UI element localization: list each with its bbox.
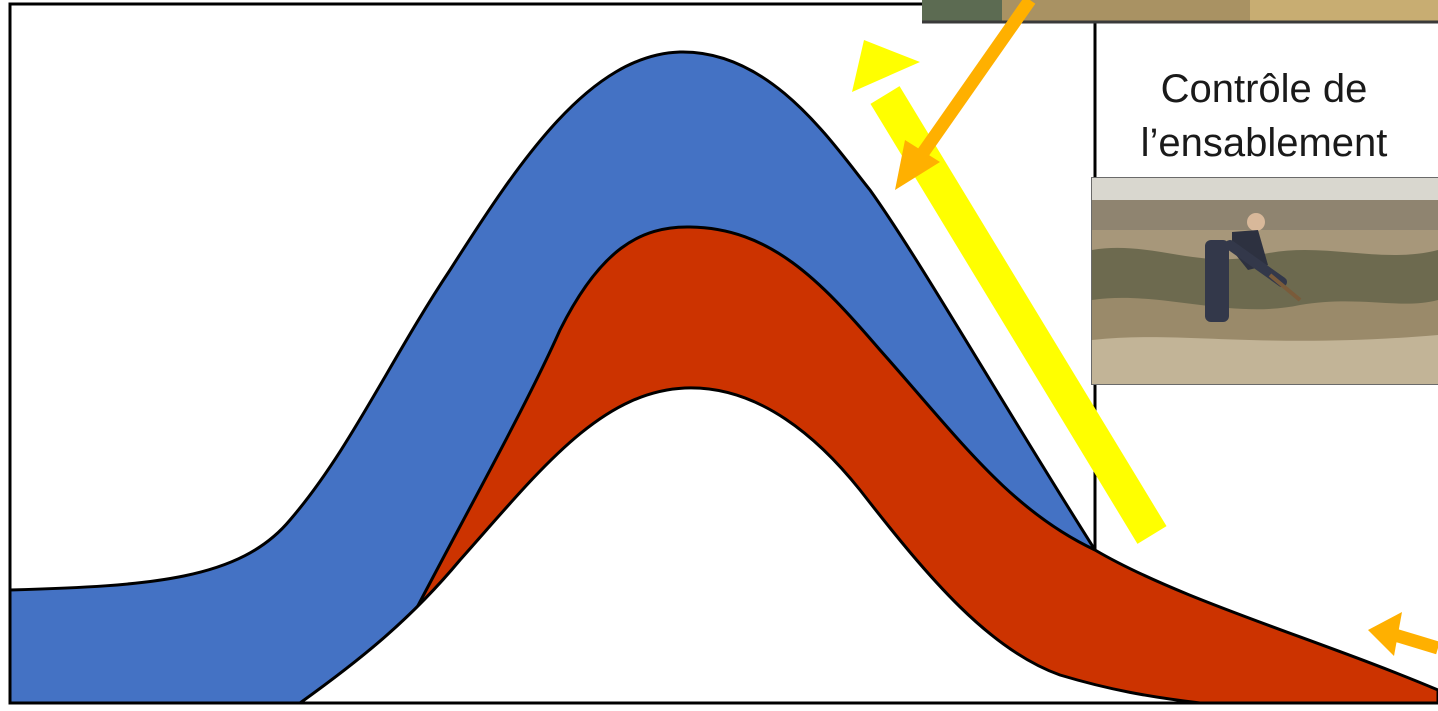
arrow-down-left-icon (895, 0, 1036, 190)
top-photo-fragment (922, 0, 1438, 24)
caption-line-2: l’ensablement (1140, 121, 1388, 165)
dune-core (298, 386, 1202, 705)
sand-control-caption: Contrôle de l’ensablement (1090, 62, 1438, 170)
caption-line-1: Contrôle de (1160, 67, 1368, 111)
arrow-left-icon (1368, 612, 1438, 656)
sand-control-photo (1091, 177, 1438, 385)
